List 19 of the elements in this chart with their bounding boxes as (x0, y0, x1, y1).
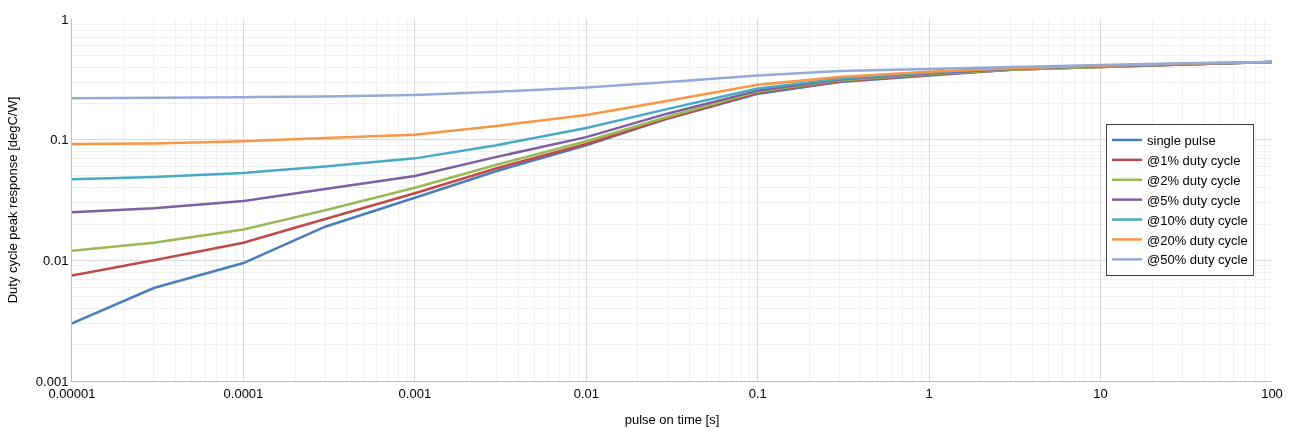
legend-label: @10% duty cycle (1147, 212, 1248, 228)
legend-label: @2% duty cycle (1147, 172, 1241, 188)
x-tick-label: 0.1 (748, 385, 767, 401)
y-tick-label: 1 (61, 11, 69, 27)
legend-label: @5% duty cycle (1147, 192, 1241, 208)
legend-label: @20% duty cycle (1147, 232, 1248, 248)
y-tick-label: 0.01 (43, 252, 69, 268)
y-tick-label: 0.1 (50, 132, 69, 148)
x-tick-label: 0.01 (573, 385, 599, 401)
legend-label: @1% duty cycle (1147, 152, 1241, 168)
x-axis-title: pulse on time [s] (624, 412, 720, 428)
legend-label: @50% duty cycle (1147, 252, 1248, 268)
x-tick-label: 1 (925, 385, 933, 401)
legend-label: single pulse (1147, 133, 1216, 149)
x-tick-label: 0.001 (398, 385, 432, 401)
x-tick-label: 100 (1261, 385, 1283, 401)
y-axis-title: Duty cycle peak response [degC/W] (4, 96, 20, 304)
x-tick-label: 0.0001 (223, 385, 264, 401)
x-tick-label: 10 (1093, 385, 1108, 401)
